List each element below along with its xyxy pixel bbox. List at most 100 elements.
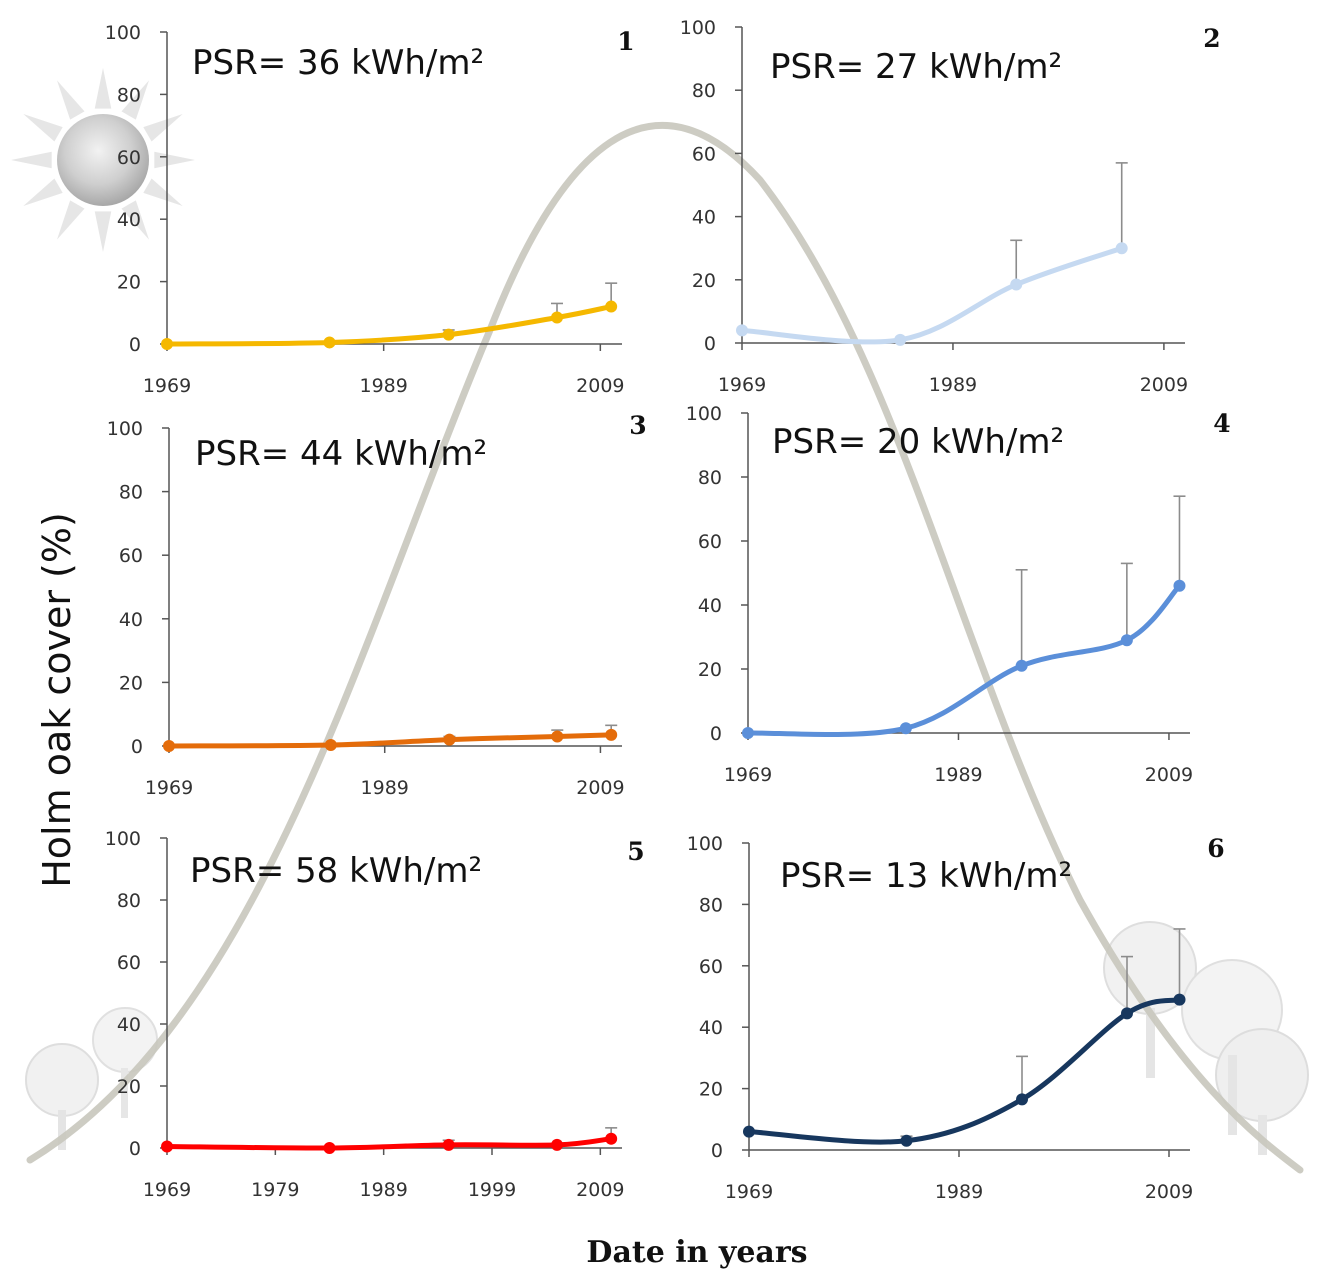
y-tick-label: 60 — [699, 956, 723, 978]
y-tick-label: 20 — [692, 270, 716, 292]
data-point — [551, 311, 563, 324]
sun-path-arc — [26, 121, 1304, 1174]
y-tick-label: 80 — [117, 84, 141, 106]
x-tick-label: 1969 — [143, 1179, 191, 1201]
data-point — [736, 324, 748, 337]
y-tick-label: 20 — [698, 659, 722, 681]
x-tick-label: 2009 — [1145, 764, 1193, 786]
data-point — [443, 733, 456, 746]
panel-number: 6 — [1207, 834, 1224, 863]
y-tick-label: 80 — [698, 467, 722, 489]
x-axis-label: Date in years — [586, 1235, 807, 1270]
data-point — [605, 1132, 618, 1145]
y-tick-label: 80 — [119, 482, 143, 504]
y-axis-label: Holm oak cover (%) — [35, 512, 79, 888]
psr-label: PSR= 36 kWh/m² — [192, 43, 484, 83]
data-point — [161, 338, 173, 350]
data-point — [323, 1142, 336, 1154]
y-tick-label: 80 — [117, 890, 141, 912]
data-point — [899, 722, 912, 735]
x-tick-label: 2009 — [576, 375, 624, 397]
y-tick-label: 0 — [711, 1140, 723, 1162]
sun-ray — [121, 80, 149, 120]
data-point — [1120, 634, 1133, 647]
y-tick-label: 0 — [129, 334, 141, 356]
sun-ray — [143, 178, 183, 206]
x-tick-label: 2009 — [576, 1179, 624, 1201]
x-tick-label: 2009 — [1140, 374, 1188, 396]
y-tick-label: 40 — [692, 207, 716, 229]
y-tick-label: 80 — [699, 894, 723, 916]
y-tick-label: 0 — [129, 1138, 141, 1160]
sun-ray — [23, 178, 63, 206]
psr-label: PSR= 27 kWh/m² — [770, 47, 1062, 87]
y-tick-label: 20 — [699, 1079, 723, 1101]
data-point — [442, 1138, 455, 1151]
series-line — [746, 997, 1182, 1145]
series-line — [739, 245, 1125, 345]
series-line — [166, 732, 614, 749]
chart-panel-6: 0 20 40 60 80 100 1969 1989 2009 6 PSR= 13 kWh/m² — [687, 833, 1225, 1203]
y-tick-label: 60 — [117, 147, 141, 169]
sun-ray — [57, 200, 85, 240]
data-point — [163, 740, 175, 752]
psr-label: PSR= 13 kWh/m² — [780, 856, 1072, 896]
x-tick-label: 1969 — [724, 764, 772, 786]
y-tick-label: 40 — [117, 1014, 141, 1036]
data-point — [551, 730, 564, 743]
chart-panel-2: 0 20 40 60 80 100 1969 1989 2009 2 PSR= 27 kWh/m² — [680, 17, 1221, 396]
x-tick-label: 1979 — [251, 1179, 299, 1201]
x-tick-label: 2009 — [1145, 1181, 1193, 1203]
data-point — [1016, 1093, 1028, 1106]
psr-label: PSR= 20 kWh/m² — [772, 422, 1064, 462]
panel-number: 3 — [629, 411, 646, 440]
tree-illustration-left — [25, 1007, 158, 1150]
y-tick-label: 40 — [119, 609, 143, 631]
sun-icon — [11, 68, 195, 252]
y-tick-label: 0 — [710, 723, 722, 745]
chart-panel-5: 0 20 40 60 80 100 1969 1979 1989 1999 2009 5 PSR= 58… — [105, 828, 645, 1201]
data-point — [551, 1138, 563, 1151]
y-tick-label: 0 — [704, 333, 716, 355]
data-point — [743, 1125, 755, 1138]
y-tick-label: 60 — [698, 531, 722, 553]
x-tick-label: 1989 — [929, 374, 977, 396]
sun-ray — [94, 68, 112, 109]
y-tick-label: 100 — [687, 833, 723, 855]
y-tick-label: 100 — [686, 403, 722, 425]
series-line — [164, 1136, 614, 1151]
data-point — [894, 333, 907, 346]
y-tick-label: 20 — [117, 1076, 141, 1098]
x-tick-label: 1989 — [935, 1181, 983, 1203]
chart-panel-1: 0 20 40 60 80 100 1969 1989 2009 1 PSR= 36 kWh/m² — [105, 22, 635, 397]
y-tick-label: 40 — [698, 595, 722, 617]
y-tick-label: 100 — [105, 828, 141, 850]
data-point — [1173, 579, 1186, 592]
y-tick-label: 20 — [117, 272, 141, 294]
data-point — [605, 728, 618, 741]
series-line — [164, 304, 614, 347]
panel-number: 2 — [1203, 24, 1220, 53]
data-point — [1121, 1007, 1133, 1020]
panel-number: 5 — [627, 837, 644, 866]
data-point — [1173, 993, 1186, 1006]
sun-ray — [154, 151, 195, 169]
y-tick-label: 20 — [119, 672, 143, 694]
data-point — [742, 727, 754, 739]
sun-ray — [94, 211, 112, 252]
panel-number: 1 — [617, 27, 634, 56]
sun-ray — [143, 114, 183, 142]
sun-disc — [57, 114, 149, 206]
y-tick-label: 100 — [680, 17, 716, 39]
y-tick-label: 60 — [119, 545, 143, 567]
x-tick-label: 1989 — [934, 764, 982, 786]
x-tick-label: 1989 — [361, 777, 409, 799]
y-tick-label: 60 — [692, 143, 716, 165]
x-tick-label: 1989 — [359, 1179, 407, 1201]
data-point — [605, 300, 618, 313]
sun-ray — [121, 200, 149, 240]
y-tick-label: 60 — [117, 952, 141, 974]
chart-panel-4: 0 20 40 60 80 100 1969 1989 2009 4 PSR= 20 kWh/m² — [686, 403, 1231, 786]
tree-illustration-right — [1103, 921, 1309, 1155]
data-point — [161, 1140, 173, 1153]
